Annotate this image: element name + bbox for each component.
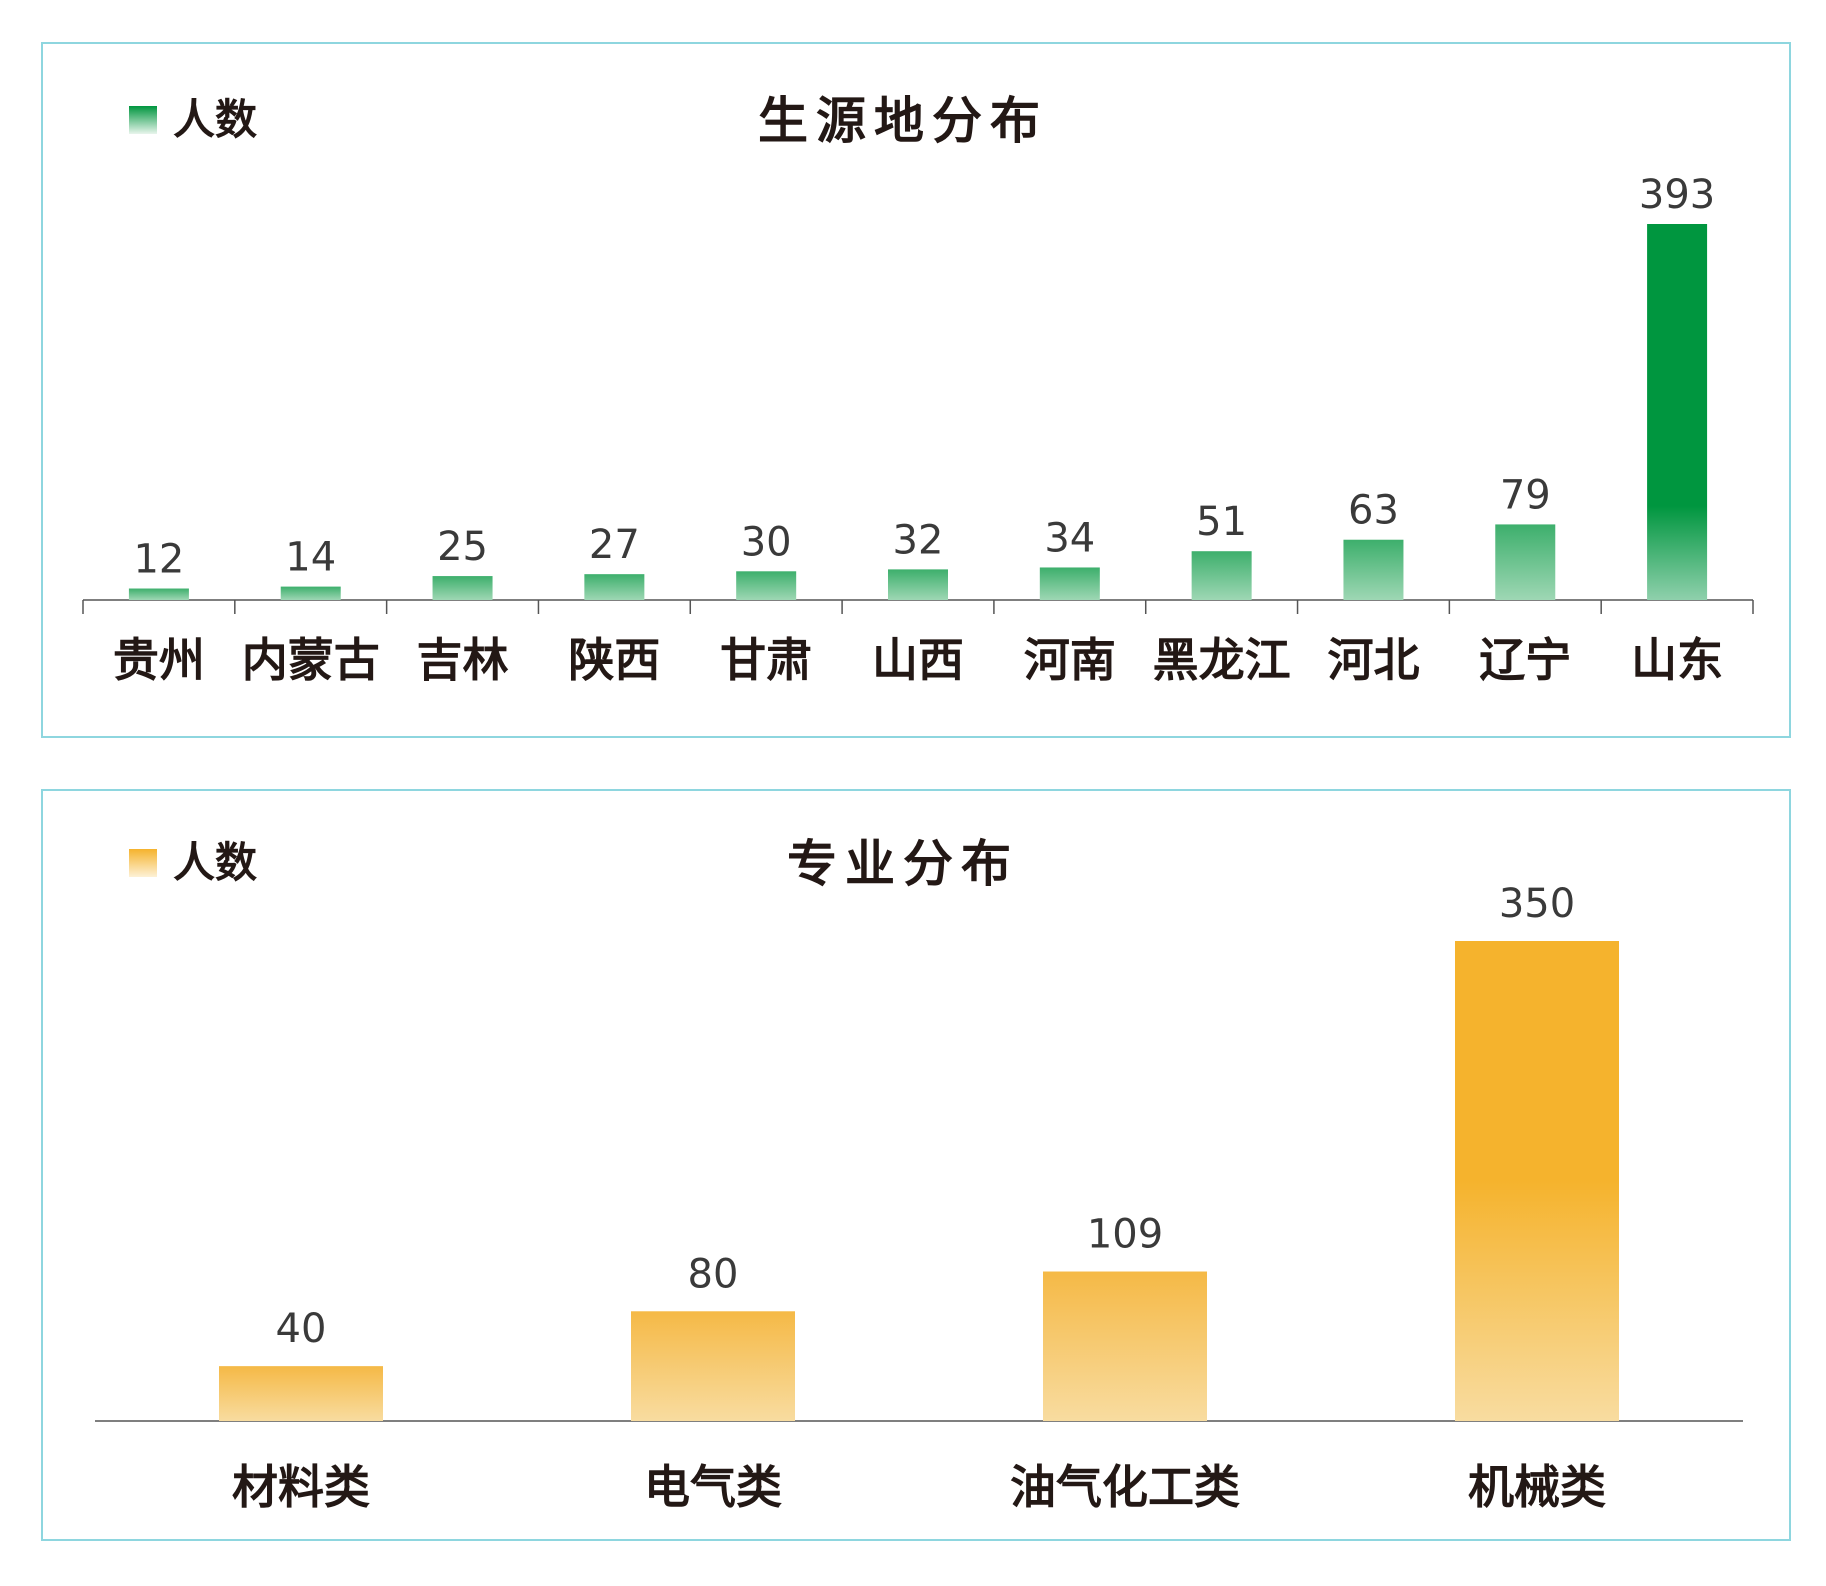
legend-swatch [129, 849, 157, 877]
data-label: 393 [1639, 172, 1715, 218]
bar [631, 1311, 795, 1421]
category-label: 吉林 [417, 633, 509, 687]
category-label: 河南 [1024, 633, 1116, 687]
category-label: 山东 [1631, 633, 1723, 687]
data-label: 80 [688, 1251, 739, 1297]
bar [888, 569, 948, 600]
region-chart: 人数 生源地分布 12 贵州 14 内蒙古 25 吉林 27 陕西 30 甘肃 32 山西 34 河南 51… [82, 92, 1754, 687]
major-chart-panel: 人数 专业分布 40 材料类 80 电气类 109 油气化工类 350 机械类 [41, 789, 1791, 1541]
data-label: 79 [1500, 472, 1551, 518]
bar [1191, 551, 1252, 600]
chart-title: 生源地分布 [758, 92, 1048, 150]
category-label: 陕西 [568, 633, 660, 687]
bar [1495, 524, 1556, 600]
data-label: 34 [1044, 515, 1095, 561]
data-label: 12 [133, 537, 184, 583]
bar [1039, 567, 1100, 600]
category-label: 甘肃 [720, 633, 812, 687]
category-label: 河北 [1327, 633, 1419, 687]
data-label: 63 [1348, 488, 1399, 534]
data-label: 109 [1087, 1212, 1163, 1258]
category-label: 贵州 [113, 633, 205, 687]
data-label: 32 [893, 517, 944, 563]
data-label: 350 [1499, 881, 1575, 927]
bar [219, 1366, 383, 1421]
category-label: 内蒙古 [242, 633, 380, 687]
bar [1043, 1271, 1207, 1421]
legend-label: 人数 [173, 838, 257, 887]
major-chart: 人数 专业分布 40 材料类 80 电气类 109 油气化工类 350 机械类 [95, 835, 1743, 1514]
category-label: 辽宁 [1479, 633, 1571, 687]
bar [1343, 539, 1404, 600]
category-label: 机械类 [1468, 1460, 1606, 1514]
bar [1647, 224, 1708, 600]
category-label: 黑龙江 [1153, 633, 1291, 687]
bar [432, 576, 493, 600]
bar [1455, 941, 1619, 1421]
data-label: 27 [589, 522, 640, 568]
region-chart-panel: 人数 生源地分布 12 贵州 14 内蒙古 25 吉林 27 陕西 30 甘肃 32 山西 34 河南 51… [41, 42, 1791, 738]
data-label: 30 [741, 519, 792, 565]
legend-label: 人数 [173, 95, 257, 144]
data-label: 51 [1196, 499, 1247, 545]
category-label: 电气类 [644, 1460, 782, 1514]
data-label: 14 [285, 535, 336, 581]
chart-title: 专业分布 [787, 835, 1019, 893]
bar [280, 586, 341, 600]
data-label: 25 [437, 524, 488, 570]
category-label: 油气化工类 [1010, 1460, 1240, 1514]
bar [128, 588, 189, 600]
category-label: 山西 [872, 633, 964, 687]
bar [736, 571, 797, 600]
data-label: 40 [276, 1306, 327, 1352]
bar [584, 574, 645, 600]
category-label: 材料类 [232, 1460, 370, 1514]
legend-swatch [129, 106, 157, 134]
